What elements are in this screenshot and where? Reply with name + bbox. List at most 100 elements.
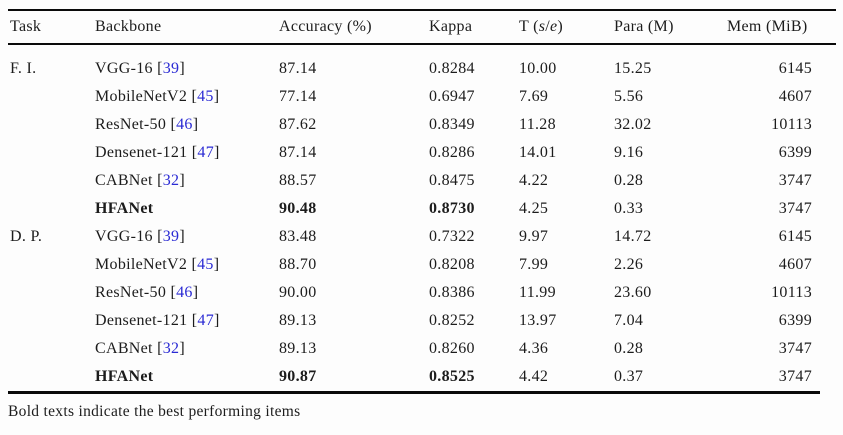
cell-task [8, 279, 93, 307]
cell-accuracy: 90.48 [279, 200, 317, 217]
table-row: ResNet-50 [46] 87.62 0.8349 11.28 32.02 10113 [8, 111, 836, 139]
cell-mem: 6145 [778, 228, 812, 245]
cell-task [8, 111, 93, 139]
column-header-t: T (s/e) [517, 10, 612, 45]
citation-link[interactable]: 45 [197, 256, 214, 273]
cell-kappa: 0.8730 [429, 200, 475, 217]
cell-task: D. P. [10, 228, 43, 245]
cell-mem: 10113 [771, 116, 812, 133]
cell-t: 11.28 [519, 116, 556, 133]
table-row: HFANet 90.87 0.8525 4.42 0.37 3747 [8, 363, 836, 391]
backbone-name: Densenet-121 [95, 144, 188, 161]
cell-backbone: ResNet-50 [46] [95, 116, 199, 133]
citation-link[interactable]: 46 [176, 284, 193, 301]
cell-mem: 4607 [778, 88, 812, 105]
column-header-task: Task [8, 10, 93, 45]
cell-mem: 6399 [778, 144, 812, 161]
table-row: Densenet-121 [47] 87.14 0.8286 14.01 9.16 639… [8, 139, 836, 167]
citation-link[interactable]: 39 [162, 60, 180, 77]
table-row: CABNet [32] 89.13 0.8260 4.36 0.28 3747 [8, 335, 836, 363]
citation-link[interactable]: 39 [162, 228, 180, 245]
citation-link[interactable]: 32 [162, 340, 180, 357]
cell-kappa: 0.8208 [429, 256, 475, 273]
cell-accuracy: 87.14 [279, 144, 317, 161]
table-row: HFANet 90.48 0.8730 4.25 0.33 3747 [8, 195, 836, 223]
cell-t: 7.99 [519, 256, 549, 273]
column-header-accuracy: Accuracy (%) [277, 10, 427, 45]
cell-mem: 10113 [771, 284, 812, 301]
cell-task [8, 363, 93, 391]
cell-para: 0.33 [614, 200, 644, 217]
citation-link[interactable]: 47 [197, 312, 215, 329]
cell-accuracy: 90.00 [279, 284, 317, 301]
cell-para: 0.37 [614, 368, 644, 385]
cell-kappa: 0.6947 [429, 88, 475, 105]
backbone-name: ResNet-50 [95, 284, 167, 301]
cell-kappa: 0.8260 [429, 340, 475, 357]
cell-para: 2.26 [614, 256, 644, 273]
backbone-name: MobileNetV2 [95, 88, 188, 105]
cell-backbone: MobileNetV2 [45] [95, 88, 220, 105]
header-text-part: ) [557, 18, 564, 35]
cell-task [8, 83, 93, 111]
cell-para: 32.02 [614, 116, 652, 133]
cell-backbone: ResNet-50 [46] [95, 284, 199, 301]
cell-t: 7.69 [519, 88, 549, 105]
cell-kappa: 0.8475 [429, 172, 475, 189]
citation-link[interactable]: 47 [197, 144, 215, 161]
header-italic-part: s [538, 18, 546, 35]
cell-mem: 6399 [778, 312, 812, 329]
citation-link[interactable]: 32 [162, 172, 180, 189]
cell-backbone: CABNet [32] [95, 340, 185, 357]
table-row: Densenet-121 [47] 89.13 0.8252 13.97 7.04 639… [8, 307, 836, 335]
cell-accuracy: 90.87 [279, 368, 317, 385]
cell-para: 15.25 [614, 60, 652, 77]
cell-accuracy: 88.70 [279, 256, 317, 273]
backbone-name: MobileNetV2 [95, 256, 188, 273]
cell-task [8, 195, 93, 223]
cell-kappa: 0.8386 [429, 284, 475, 301]
cell-backbone: VGG-16 [39] [95, 60, 185, 77]
cell-kappa: 0.8252 [429, 312, 475, 329]
cell-backbone: Densenet-121 [47] [95, 144, 220, 161]
backbone-name: ResNet-50 [95, 116, 167, 133]
cell-t: 4.25 [519, 200, 549, 217]
cell-mem: 3747 [778, 200, 812, 217]
cell-t: 13.97 [519, 312, 557, 329]
header-text-part: / [545, 18, 550, 35]
header-text-part: T ( [519, 18, 539, 35]
cell-task [8, 307, 93, 335]
cell-backbone: MobileNetV2 [45] [95, 256, 220, 273]
cell-mem: 3747 [778, 172, 812, 189]
cell-backbone: CABNet [32] [95, 172, 185, 189]
column-header-para: Para (M) [612, 10, 725, 45]
cell-t: 4.42 [519, 368, 549, 385]
cell-para: 9.16 [614, 144, 644, 161]
cell-accuracy: 89.13 [279, 312, 317, 329]
table-header-row: Task Backbone Accuracy (%) Kappa T (s/e) Para… [8, 10, 836, 45]
cell-t: 14.01 [519, 144, 557, 161]
table-row: ResNet-50 [46] 90.00 0.8386 11.99 23.60 10113 [8, 279, 836, 307]
cell-para: 23.60 [614, 284, 652, 301]
column-header-kappa: Kappa [427, 10, 517, 45]
column-header-mem: Mem (MiB) [725, 10, 836, 45]
results-table: Task Backbone Accuracy (%) Kappa T (s/e) Para… [8, 9, 836, 391]
backbone-name: Densenet-121 [95, 312, 188, 329]
backbone-name: VGG-16 [95, 60, 153, 77]
cell-task [8, 251, 93, 279]
cell-kappa: 0.8349 [429, 116, 475, 133]
cell-task [8, 167, 93, 195]
cell-accuracy: 89.13 [279, 340, 317, 357]
cell-accuracy: 88.57 [279, 172, 317, 189]
cell-task [8, 335, 93, 363]
cell-para: 7.04 [614, 312, 644, 329]
backbone-name: VGG-16 [95, 228, 153, 245]
citation-link[interactable]: 46 [176, 116, 193, 133]
citation-link[interactable]: 45 [197, 88, 214, 105]
table-bottom-rule [8, 391, 820, 394]
cell-backbone: VGG-16 [39] [95, 228, 185, 245]
cell-t: 4.36 [519, 340, 549, 357]
cell-t: 10.00 [519, 60, 557, 77]
backbone-name: CABNet [95, 340, 153, 357]
cell-mem: 3747 [778, 340, 812, 357]
